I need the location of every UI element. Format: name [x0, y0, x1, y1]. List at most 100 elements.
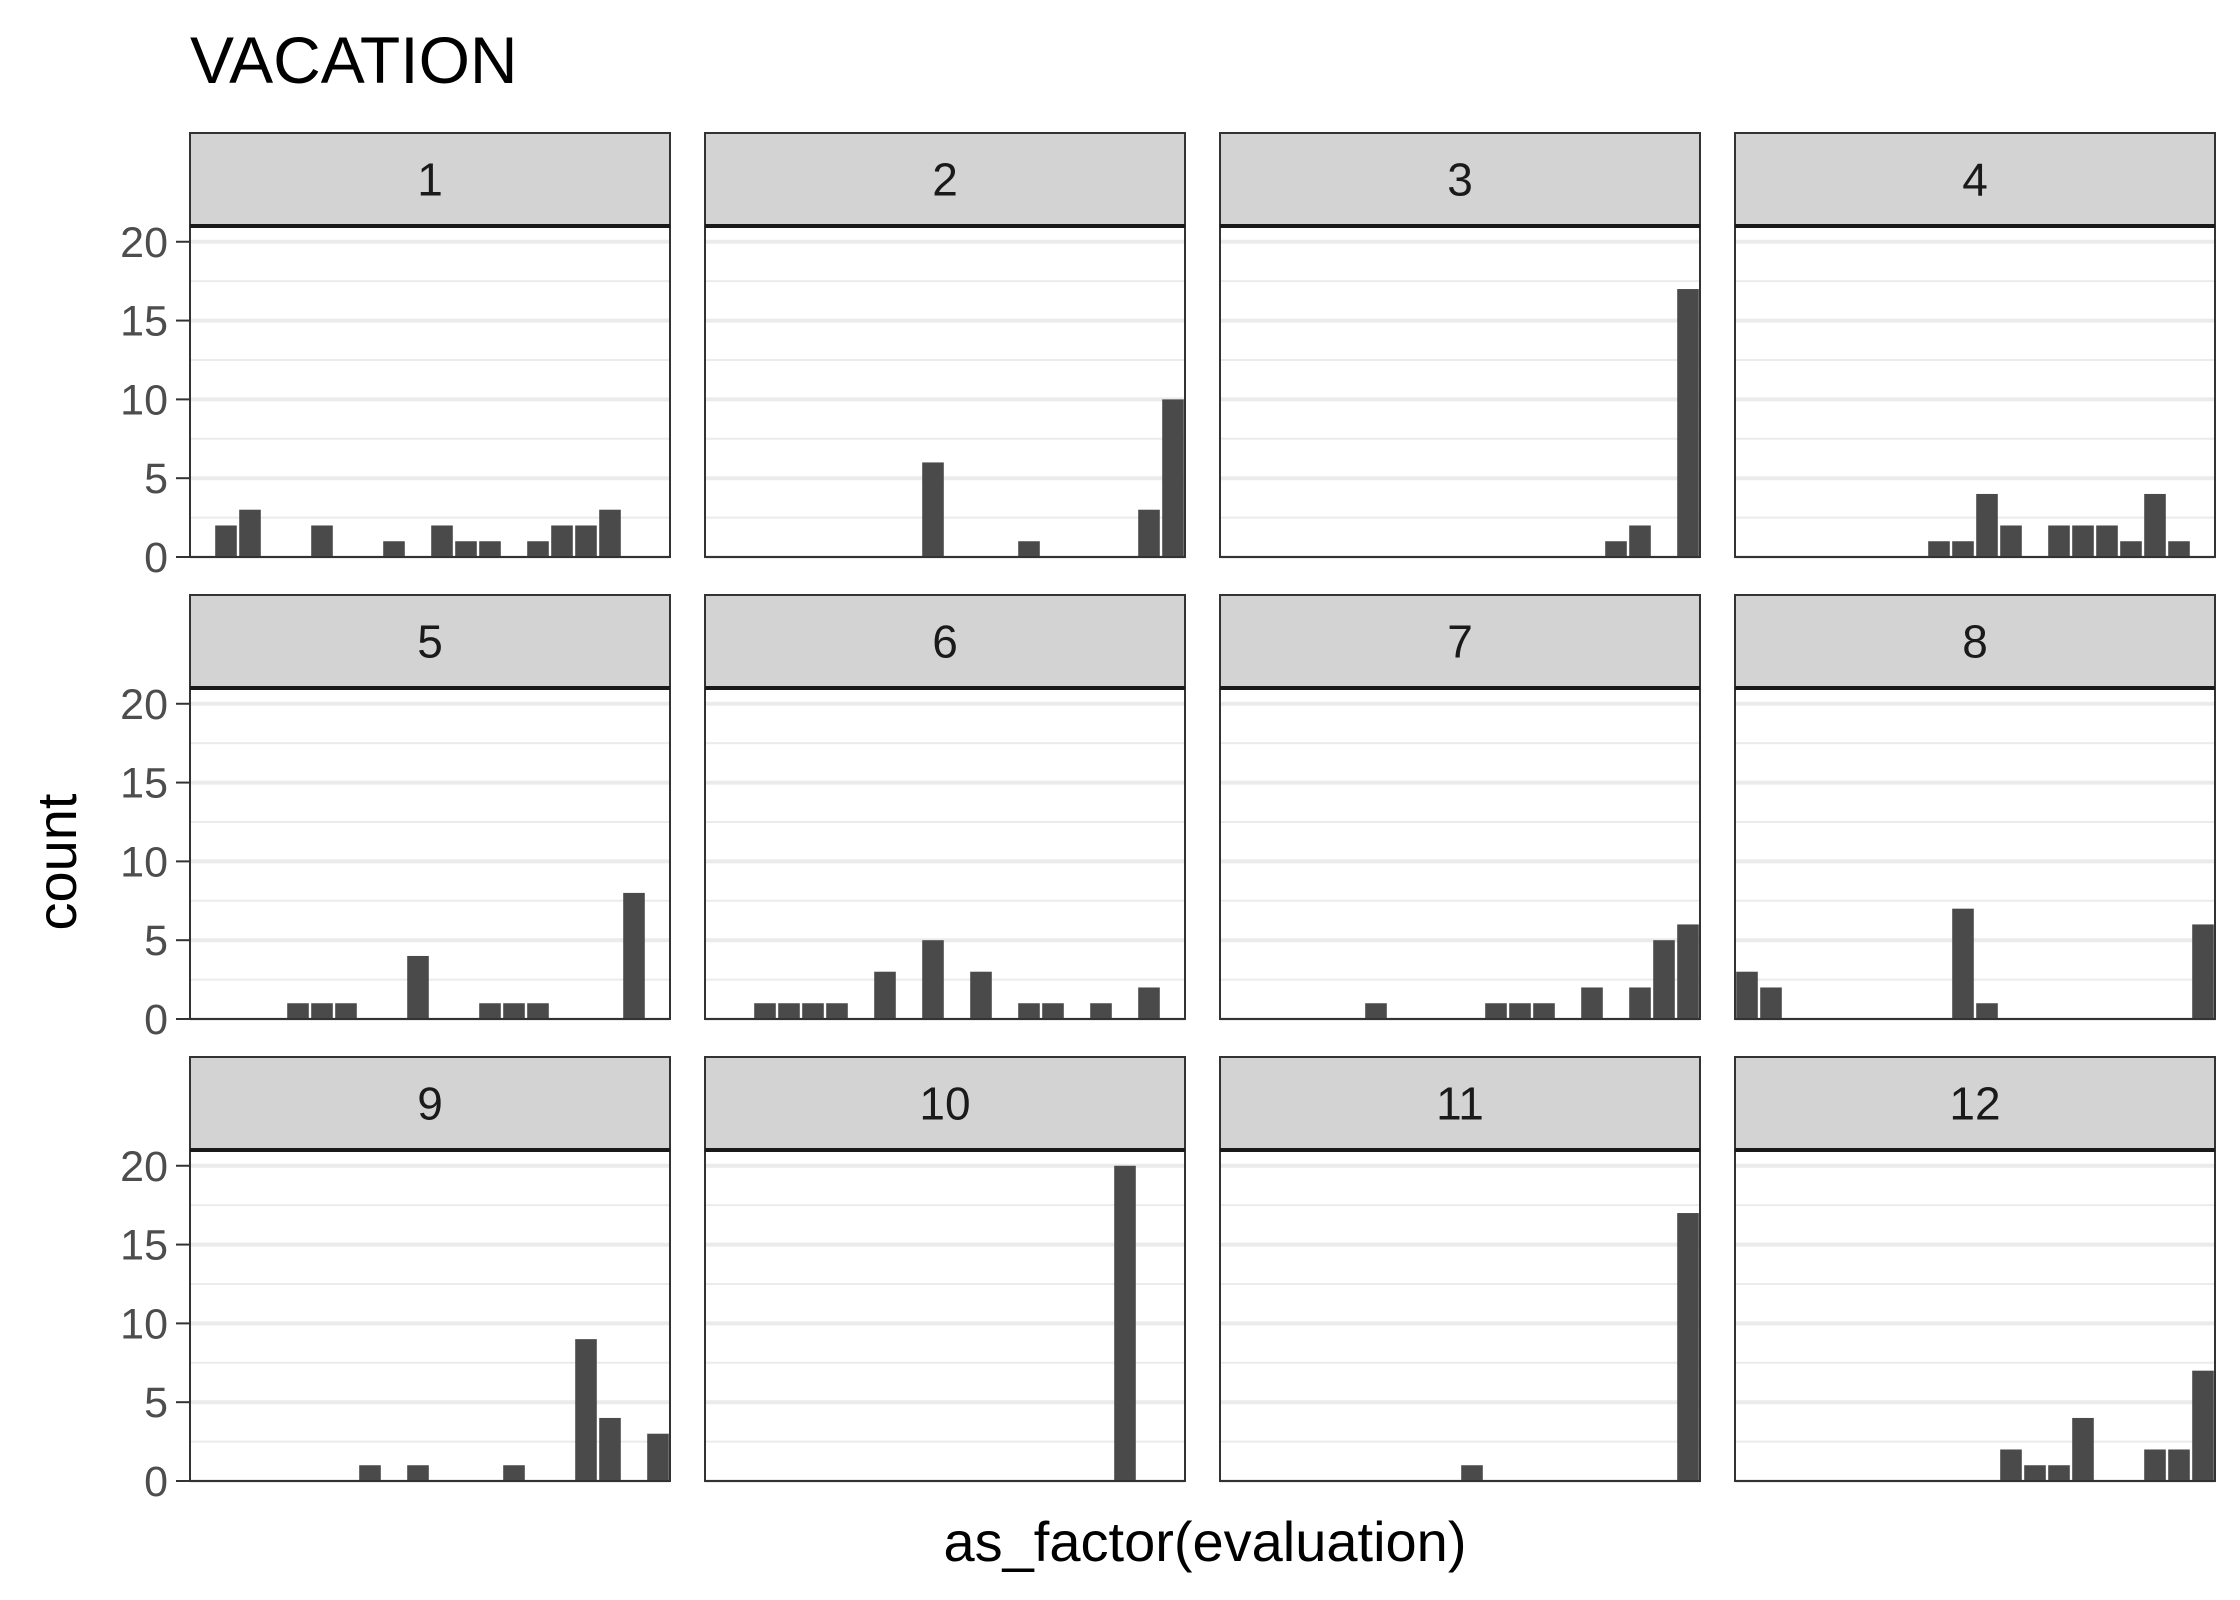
bar — [2096, 525, 2118, 557]
panel-background — [190, 688, 670, 1019]
facet-strip — [704, 594, 1186, 689]
bar — [647, 1433, 669, 1481]
bar — [922, 940, 944, 1019]
facet-strip-label: 3 — [1447, 154, 1473, 206]
bar — [1042, 1003, 1064, 1019]
bar — [503, 1003, 525, 1019]
bar — [826, 1003, 848, 1019]
facet-strip-label: 5 — [417, 616, 443, 668]
bar — [2072, 525, 2094, 557]
bar — [551, 525, 573, 557]
bar — [874, 971, 896, 1019]
chart-title: VACATION — [190, 23, 518, 97]
y-axis-title: count — [25, 793, 88, 930]
facet-strip — [189, 1056, 671, 1151]
panel-background — [705, 1150, 1185, 1481]
facet-strip-label: 12 — [1949, 1078, 2000, 1130]
bar — [1138, 509, 1160, 557]
bar — [1976, 1003, 1998, 1019]
y-tick-label: 15 — [120, 1222, 168, 1270]
bar — [1629, 987, 1651, 1019]
bar — [1533, 1003, 1555, 1019]
bar — [1760, 987, 1782, 1019]
bar — [527, 1003, 549, 1019]
panel-background — [1735, 226, 2215, 557]
bar — [778, 1003, 800, 1019]
bar — [407, 955, 429, 1019]
facet-panel-10: 10 — [704, 1056, 1186, 1483]
facet-strip-label: 9 — [417, 1078, 443, 1130]
bar — [2000, 1449, 2022, 1481]
bar — [1162, 399, 1184, 557]
facet-strip — [1734, 132, 2216, 227]
bar — [2000, 525, 2022, 557]
y-tick-label: 0 — [144, 996, 168, 1044]
bar — [2024, 1465, 2046, 1481]
panel-background — [705, 688, 1185, 1019]
facet-panel-2: 2 — [704, 132, 1186, 559]
facet-panel-12: 12 — [1734, 1056, 2216, 1483]
y-tick-label: 20 — [120, 219, 168, 267]
facet-strip — [1219, 132, 1701, 227]
bar — [407, 1465, 429, 1481]
panel-background — [190, 1150, 670, 1481]
facet-strip-label: 6 — [932, 616, 958, 668]
bar — [383, 541, 405, 557]
bar — [2168, 1449, 2190, 1481]
bar — [2144, 493, 2166, 557]
y-tick-label: 20 — [120, 1143, 168, 1191]
bar — [2192, 924, 2214, 1019]
bar — [311, 1003, 333, 1019]
panel-background — [1220, 1150, 1700, 1481]
bar — [1653, 940, 1675, 1019]
bar — [1090, 1003, 1112, 1019]
y-tick-label: 10 — [120, 376, 168, 424]
bar — [2168, 541, 2190, 557]
bar — [754, 1003, 776, 1019]
facet-strip-label: 11 — [1436, 1078, 1484, 1130]
bar — [2048, 525, 2070, 557]
bar — [1976, 493, 1998, 557]
bar — [2072, 1417, 2094, 1481]
bar — [215, 525, 237, 557]
bar — [359, 1465, 381, 1481]
facet-panel-8: 8 — [1734, 594, 2216, 1021]
bar — [527, 541, 549, 557]
bar — [2048, 1465, 2070, 1481]
facet-panel-4: 4 — [1734, 132, 2216, 559]
bar — [239, 509, 261, 557]
bar — [2192, 1370, 2214, 1481]
bar — [431, 525, 453, 557]
bar — [335, 1003, 357, 1019]
facet-strip — [1734, 1056, 2216, 1151]
y-tick-label: 5 — [144, 455, 168, 503]
bar — [1928, 541, 1950, 557]
facet-strip — [704, 1056, 1186, 1151]
panel-background — [190, 226, 670, 557]
bar — [479, 1003, 501, 1019]
bar — [479, 541, 501, 557]
bar — [1138, 987, 1160, 1019]
x-axis-title: as_factor(evaluation) — [944, 1510, 1467, 1573]
panel-background — [1735, 688, 2215, 1019]
bar — [599, 1417, 621, 1481]
y-tick-label: 0 — [144, 1458, 168, 1506]
facet-panel-6: 6 — [704, 594, 1186, 1021]
bar — [1581, 987, 1603, 1019]
panel-background — [1220, 688, 1700, 1019]
bar — [1485, 1003, 1507, 1019]
facet-strip-label: 7 — [1447, 616, 1473, 668]
facet-strip — [189, 594, 671, 689]
y-tick-label: 5 — [144, 1379, 168, 1427]
bar — [455, 541, 477, 557]
bar — [1629, 525, 1651, 557]
facet-strip — [1219, 1056, 1701, 1151]
bar — [1605, 541, 1627, 557]
bar — [1736, 971, 1758, 1019]
bar — [623, 892, 645, 1019]
bar — [1677, 1213, 1699, 1481]
y-tick-label: 10 — [120, 1300, 168, 1348]
facet-strip-label: 8 — [1962, 616, 1988, 668]
bar — [1952, 541, 1974, 557]
